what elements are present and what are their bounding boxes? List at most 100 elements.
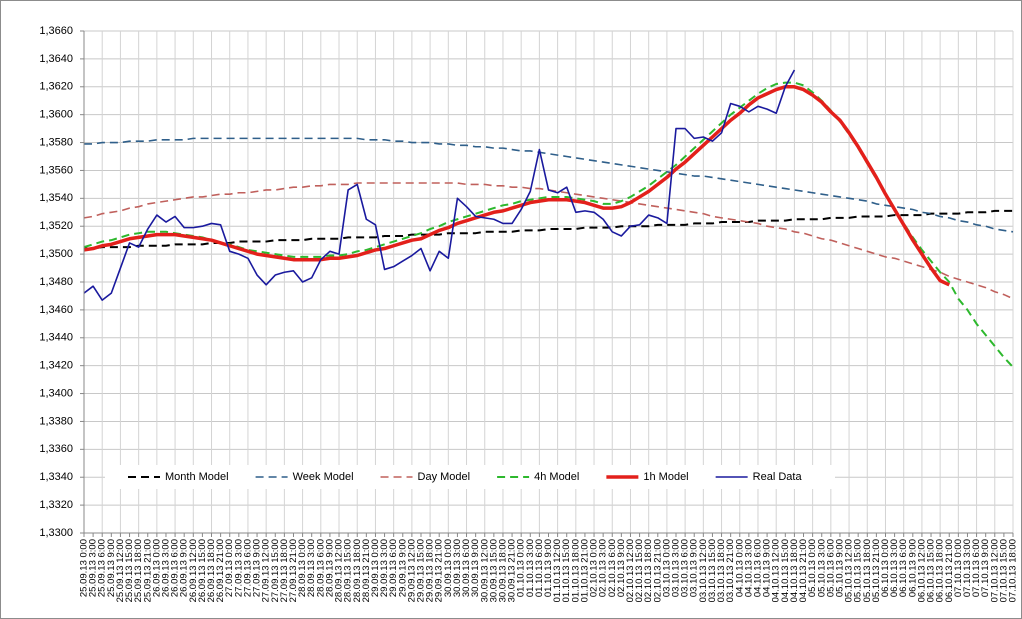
- x-tick-label: 07.10.13 15:00: [998, 539, 1009, 602]
- x-tick-label: 01.10.13 18:00: [570, 539, 581, 602]
- x-tick-label: 01.10.13 21:00: [579, 539, 590, 602]
- x-tick-label: 30.09.13 6:00: [461, 539, 472, 597]
- x-tick-label: 01.10.13 0:00: [516, 539, 527, 597]
- series-line: [83, 69, 796, 301]
- x-tick-label: 29.09.13 18:00: [425, 539, 436, 602]
- y-tick-label: 1,3660: [39, 25, 73, 37]
- y-tick-label: 1,3640: [39, 53, 73, 65]
- x-tick-label: 06.10.13 18:00: [935, 539, 946, 602]
- plot: [83, 69, 1014, 368]
- x-tick-label: 05.10.13 9:00: [834, 539, 845, 597]
- x-tick-label: 27.09.13 21:00: [288, 539, 299, 602]
- x-tick-label: 03.10.13 0:00: [661, 539, 672, 597]
- x-tick-label: 06.10.13 12:00: [916, 539, 927, 602]
- x-tick-label: 01.10.13 6:00: [534, 539, 545, 597]
- x-tick-label: 25.09.13 18:00: [133, 539, 144, 602]
- y-tick-label: 1,3600: [39, 109, 73, 121]
- x-tick-label: 06.10.13 15:00: [926, 539, 937, 602]
- x-tick-label: 04.10.13 6:00: [752, 539, 763, 597]
- x-tick-label: 04.10.13 12:00: [771, 539, 782, 602]
- x-tick-label: 06.10.13 6:00: [898, 539, 909, 597]
- y-tick-label: 1,3440: [39, 332, 73, 344]
- y-tick-label: 1,3320: [39, 499, 73, 511]
- x-tick-label: 02.10.13 9:00: [616, 539, 627, 597]
- x-tick-label: 04.10.13 9:00: [762, 539, 773, 597]
- legend: Month Model Week Model Day Model 4h Model 1h…: [105, 465, 835, 489]
- x-tick-label: 29.09.13 0:00: [370, 539, 381, 597]
- x-tick-label: 05.10.13 15:00: [853, 539, 864, 602]
- x-tick-label: 05.10.13 0:00: [807, 539, 818, 597]
- y-tick-label: 1,3480: [39, 276, 73, 288]
- x-tick-label: 02.10.13 21:00: [652, 539, 663, 602]
- x-tick-label: 29.09.13 9:00: [397, 539, 408, 597]
- axes: 1,3300 1,3320 1,3340 1,3360 1,3380 1,3400 1,34…: [39, 25, 1018, 603]
- y-tick-label: 1,3540: [39, 192, 73, 204]
- x-tick-label: 29.09.13 12:00: [406, 539, 417, 602]
- y-tick-label: 1,3580: [39, 136, 73, 148]
- x-tick-label: 26.09.13 9:00: [179, 539, 190, 597]
- y-tick-label: 1,3620: [39, 81, 73, 93]
- y-tick-label: 1,3420: [39, 360, 73, 372]
- x-tick-label: 29.09.13 15:00: [416, 539, 427, 602]
- x-tick-label: 04.10.13 0:00: [734, 539, 745, 597]
- x-tick-label: 25.09.13 0:00: [79, 539, 90, 597]
- x-tick-label: 26.09.13 0:00: [151, 539, 162, 597]
- x-tick-label: 03.10.13 18:00: [716, 539, 727, 602]
- x-tick-label: 01.10.13 15:00: [561, 539, 572, 602]
- x-tick-label: 07.10.13 6:00: [971, 539, 982, 597]
- x-tick-label: 28.09.13 21:00: [361, 539, 372, 602]
- x-tick-label: 27.09.13 18:00: [279, 539, 290, 602]
- x-tick-label: 07.10.13 0:00: [953, 539, 964, 597]
- y-tick-label: 1,3500: [39, 248, 73, 260]
- x-tick-label: 05.10.13 21:00: [871, 539, 882, 602]
- x-tick-label: 27.09.13 6:00: [242, 539, 253, 597]
- x-tick-label: 25.09.13 3:00: [88, 539, 99, 597]
- legend-label: 4h Model: [534, 471, 579, 483]
- x-tick-label: 02.10.13 18:00: [643, 539, 654, 602]
- x-tick-label: 26.09.13 6:00: [170, 539, 181, 597]
- legend-label: Day Model: [418, 471, 471, 483]
- x-tick-label: 05.10.13 3:00: [816, 539, 827, 597]
- x-tick-label: 25.09.13 21:00: [142, 539, 153, 602]
- x-tick-label: 07.10.13 18:00: [1008, 539, 1019, 602]
- x-tick-label: 03.10.13 3:00: [671, 539, 682, 597]
- x-tick-label: 30.09.13 12:00: [479, 539, 490, 602]
- x-tick-label: 25.09.13 15:00: [124, 539, 135, 602]
- x-tick-label: 26.09.13 18:00: [206, 539, 217, 602]
- x-tick-label: 07.10.13 3:00: [962, 539, 973, 597]
- x-tick-label: 25.09.13 6:00: [97, 539, 108, 597]
- x-tick-label: 05.10.13 12:00: [844, 539, 855, 602]
- x-tick-label: 30.09.13 15:00: [488, 539, 499, 602]
- x-tick-label: 28.09.13 12:00: [334, 539, 345, 602]
- x-tick-label: 28.09.13 15:00: [343, 539, 354, 602]
- x-tick-label: 30.09.13 3:00: [452, 539, 463, 597]
- x-tick-label: 04.10.13 15:00: [780, 539, 791, 602]
- x-tick-label: 04.10.13 18:00: [789, 539, 800, 602]
- x-tick-label: 29.09.13 3:00: [379, 539, 390, 597]
- legend-label: Month Model: [165, 471, 229, 483]
- x-tick-label: 03.10.13 9:00: [689, 539, 700, 597]
- x-tick-label: 30.09.13 9:00: [470, 539, 481, 597]
- x-tick-label: 28.09.13 0:00: [297, 539, 308, 597]
- x-tick-label: 05.10.13 6:00: [825, 539, 836, 597]
- x-tick-label: 29.09.13 21:00: [434, 539, 445, 602]
- x-tick-label: 03.10.13 15:00: [707, 539, 718, 602]
- x-tick-label: 25.09.13 12:00: [115, 539, 126, 602]
- x-tick-label: 01.10.13 9:00: [543, 539, 554, 597]
- x-tick-label: 27.09.13 0:00: [224, 539, 235, 597]
- y-tick-label: 1,3380: [39, 415, 73, 427]
- x-tick-label: 02.10.13 12:00: [625, 539, 636, 602]
- x-tick-label: 28.09.13 18:00: [352, 539, 363, 602]
- x-tick-label: 05.10.13 18:00: [862, 539, 873, 602]
- x-tick-label: 07.10.13 12:00: [989, 539, 1000, 602]
- x-tick-label: 06.10.13 3:00: [889, 539, 900, 597]
- x-tick-label: 02.10.13 6:00: [607, 539, 618, 597]
- x-tick-label: 30.09.13 18:00: [497, 539, 508, 602]
- x-tick-label: 26.09.13 3:00: [160, 539, 171, 597]
- x-tick-label: 06.10.13 21:00: [944, 539, 955, 602]
- x-tick-label: 25.09.13 9:00: [106, 539, 117, 597]
- x-tick-label: 03.10.13 12:00: [698, 539, 709, 602]
- y-tick-label: 1,3300: [39, 527, 73, 539]
- x-tick-label: 07.10.13 9:00: [980, 539, 991, 597]
